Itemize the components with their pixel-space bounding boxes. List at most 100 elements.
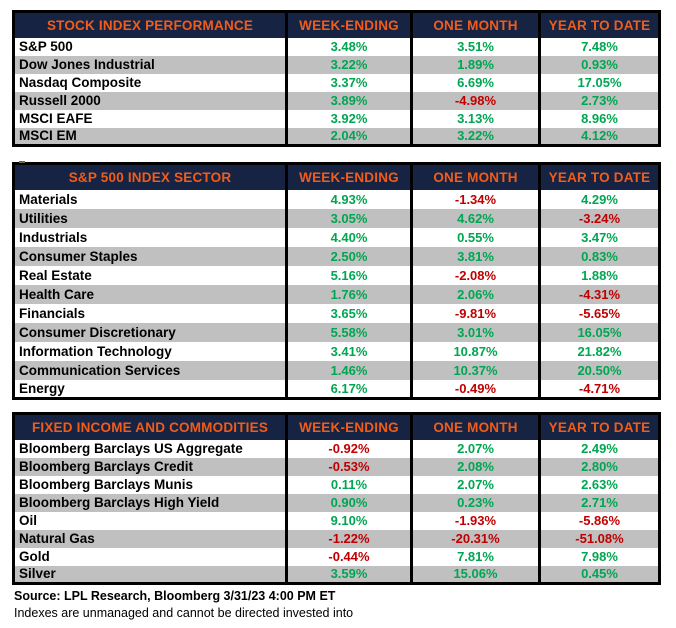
value-cell: -4.71% [538,379,660,399]
table-row: Russell 2000 3.89% -4.98% 2.73% [13,91,660,110]
value-cell: -3.24% [538,208,660,228]
value-cell: 3.92% [285,109,412,128]
value-cell: 9.10% [285,511,412,530]
value-cell: -5.65% [538,303,660,323]
disclaimer-text: Indexes are unmanaged and cannot be dire… [14,606,354,620]
row-label: Natural Gas [19,531,95,546]
row-label: Bloomberg Barclays US Aggregate [19,441,243,456]
row-label: MSCI EAFE [19,111,93,126]
table-row: Dow Jones Industrial 3.22% 1.89% 0.93% [13,55,660,74]
table-row: Energy 6.17% -0.49% -4.71% [13,379,660,399]
table-title: S&P 500 INDEX SECTOR [13,163,287,190]
table-row: Utilities 3.05% 4.62% -3.24% [13,208,660,228]
value-cell: 4.12% [538,127,660,146]
value-cell: -0.44% [285,547,412,566]
value-cell: -0.92% [285,439,412,458]
value-cell: 2.73% [538,91,660,110]
stray-mark [19,161,25,163]
fixed-income-commodities-table: FIXED INCOME AND COMMODITIES WEEK-ENDING O… [12,412,661,585]
value-cell: 20.50% [538,360,660,380]
value-cell: 0.55% [410,227,540,247]
table-row: Bloomberg Barclays Credit -0.53% 2.08% 2.80… [13,457,660,476]
row-label: Energy [19,380,65,396]
row-label: Materials [19,191,78,207]
value-cell: 2.07% [410,439,540,458]
value-cell: 4.29% [538,189,660,209]
value-cell: -1.93% [410,511,540,530]
row-label: Bloomberg Barclays Credit [19,459,194,474]
value-cell: 3.13% [410,109,540,128]
table-header-row: S&P 500 INDEX SECTOR WEEK-ENDING ONE MONTH… [13,163,660,190]
value-cell: -4.98% [410,91,540,110]
value-cell: -9.81% [410,303,540,323]
value-cell: 3.81% [410,246,540,266]
value-cell: 3.89% [285,91,412,110]
table-header-row: FIXED INCOME AND COMMODITIES WEEK-ENDING O… [13,413,660,440]
column-header: YEAR TO DATE [538,11,660,38]
value-cell: -1.34% [410,189,540,209]
value-cell: 2.71% [538,493,660,512]
table-title: STOCK INDEX PERFORMANCE [13,11,287,38]
value-cell: 10.37% [410,360,540,380]
column-header: WEEK-ENDING [285,163,412,190]
value-cell: 1.76% [285,284,412,304]
table-row: Communication Services 1.46% 10.37% 20.50% [13,360,660,380]
value-cell: 3.65% [285,303,412,323]
value-cell: 2.50% [285,246,412,266]
row-label: Dow Jones Industrial [19,57,155,72]
row-label: Nasdaq Composite [19,75,142,90]
value-cell: 0.83% [538,246,660,266]
row-label: Bloomberg Barclays Munis [19,477,194,492]
table-row: Natural Gas -1.22% -20.31% -51.08% [13,529,660,548]
row-label: Industrials [19,229,88,245]
value-cell: 3.41% [285,341,412,361]
table-row: Bloomberg Barclays Munis 0.11% 2.07% 2.63% [13,475,660,494]
value-cell: 17.05% [538,73,660,92]
table-header-row: STOCK INDEX PERFORMANCE WEEK-ENDING ONE MO… [13,11,660,38]
column-header: YEAR TO DATE [538,163,660,190]
table-row: Financials 3.65% -9.81% -5.65% [13,303,660,323]
value-cell: 21.82% [538,341,660,361]
value-cell: 2.07% [410,475,540,494]
value-cell: 4.62% [410,208,540,228]
value-cell: 8.96% [538,109,660,128]
value-cell: 5.16% [285,265,412,285]
table-row: Real Estate 5.16% -2.08% 1.88% [13,265,660,285]
row-label: Bloomberg Barclays High Yield [19,495,220,510]
sp500-index-sector-table: S&P 500 INDEX SECTOR WEEK-ENDING ONE MONTH… [12,162,661,400]
row-label: Utilities [19,210,68,226]
column-header: ONE MONTH [410,11,540,38]
value-cell: 3.48% [285,37,412,56]
table-row: Consumer Discretionary 5.58% 3.01% 16.05% [13,322,660,342]
value-cell: 15.06% [410,565,540,584]
table-row: Information Technology 3.41% 10.87% 21.82% [13,341,660,361]
value-cell: 10.87% [410,341,540,361]
value-cell: -4.31% [538,284,660,304]
row-label: Financials [19,305,86,321]
value-cell: 3.59% [285,565,412,584]
column-header: WEEK-ENDING [285,413,412,440]
table-row: Oil 9.10% -1.93% -5.86% [13,511,660,530]
value-cell: 3.22% [410,127,540,146]
footer: Source: LPL Research, Bloomberg 3/31/23 … [14,589,676,620]
value-cell: 6.17% [285,379,412,399]
value-cell: 16.05% [538,322,660,342]
stock-index-performance-table: STOCK INDEX PERFORMANCE WEEK-ENDING ONE MO… [12,10,661,147]
table-row: Consumer Staples 2.50% 3.81% 0.83% [13,246,660,266]
row-label: S&P 500 [19,39,73,54]
table-row: MSCI EAFE 3.92% 3.13% 8.96% [13,109,660,128]
value-cell: 1.88% [538,265,660,285]
table-row: MSCI EM 2.04% 3.22% 4.12% [13,127,660,146]
value-cell: 3.01% [410,322,540,342]
value-cell: -0.49% [410,379,540,399]
value-cell: -0.53% [285,457,412,476]
row-label: Real Estate [19,267,92,283]
row-label: Gold [19,549,50,564]
value-cell: 4.93% [285,189,412,209]
row-label: Communication Services [19,362,181,378]
column-header: ONE MONTH [410,163,540,190]
row-label: Consumer Staples [19,248,138,264]
value-cell: 0.45% [538,565,660,584]
value-cell: 5.58% [285,322,412,342]
value-cell: 2.63% [538,475,660,494]
